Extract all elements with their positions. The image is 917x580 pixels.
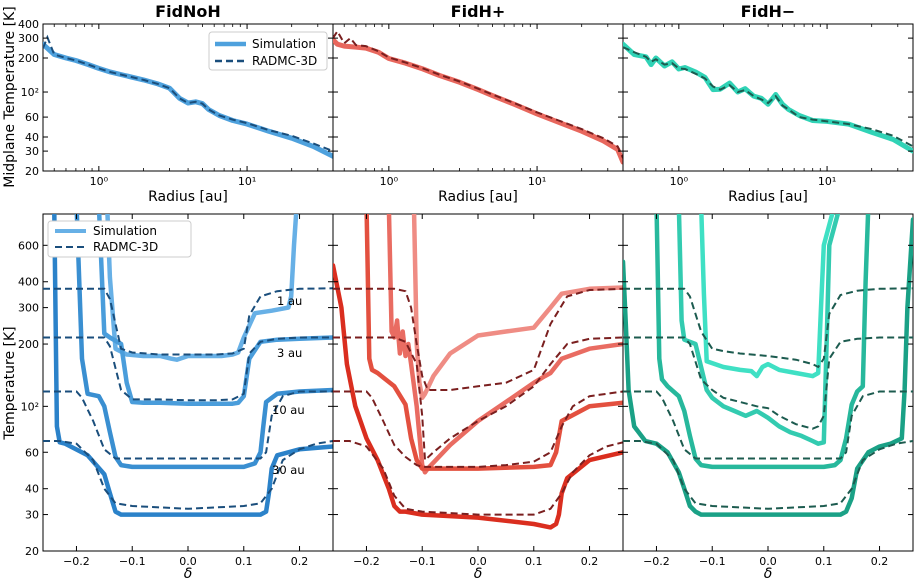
x-tick-label: 10⁰ [670,175,689,188]
series-radmc-3d-10-au [333,390,623,468]
y-tick-label: 200 [18,338,39,351]
series-radmc-3d-30-au [623,440,913,510]
series-simulation-3-au [96,214,333,406]
series-radmc-3d-30-au [333,440,623,516]
series-radmc-3d-1-au [623,287,913,369]
legend-top: Simulation RADMC-3D [208,31,328,71]
series-group [43,34,333,159]
series-simulation-10-au [364,214,623,471]
plot-frame [622,23,914,172]
x-tick-label: 0.1 [815,555,833,568]
series-simulation [333,37,623,165]
series-simulation-10-au [74,214,333,470]
series-simulation-30-au [333,263,623,530]
y-tick-label: 40 [25,483,39,496]
x-tick-label: −0.2 [63,555,90,568]
top-xlabel-fidhplus: Radius [au] [438,189,518,205]
bottom-ylabel: Temperature [K] [2,326,18,440]
y-tick-label: 40 [25,131,39,144]
top-xlabel-fidhminus: Radius [au] [728,189,808,205]
series-group [43,214,333,517]
x-tick-label: 0.1 [235,555,253,568]
panel-title-fidhplus: FidH+ [451,2,506,21]
panel-fidhminus-midplane: 10⁰ 10¹ [622,23,914,188]
y-tick-label: 60 [25,446,39,459]
plot-frame [332,213,624,552]
y-tick-label: 20 [25,545,39,558]
series-radmc-3d-3-au [333,336,623,463]
panel-fidhminus-vertical: −0.2 −0.1 0.0 0.1 0.2 [622,213,914,568]
x-tick-label: −0.1 [699,555,726,568]
x-tick-label: 0.1 [525,555,543,568]
series-radmc-3d-10-au [43,390,333,460]
y-tick-label: 300 [18,32,39,45]
x-tick-label: 10¹ [818,175,836,188]
series-simulation-30-au [52,214,333,517]
annotation-1au: 1 au [277,294,302,308]
y-tick-label: 30 [25,509,39,522]
series-radmc-3d-1-au [43,287,333,356]
y-tick-label: 60 [25,111,39,124]
series-simulation-10-au [654,214,871,470]
series-radmc-3d [43,34,333,153]
x-tick-label: −0.1 [119,555,146,568]
x-tick-label: 0.0 [469,555,487,568]
bottom-xlabel-fidnoh: δ [184,566,193,580]
series-radmc-3d-10-au [623,390,913,460]
y-tick-label: 600 [18,239,39,252]
plot-frame [42,213,334,552]
x-tick-label: 10¹ [238,175,256,188]
bottom-xlabel-fidhminus: δ [764,566,773,580]
y-tick-label: 30 [25,145,39,158]
series-radmc-3d [623,46,913,148]
x-tick-label: 0.0 [179,555,197,568]
legend-bottom-simulation: Simulation [93,224,157,238]
series-radmc-3d-1-au [333,287,623,391]
x-tick-label: 0.2 [871,555,889,568]
y-tick-label: 400 [18,276,39,289]
x-tick-label: 0.0 [759,555,777,568]
annotation-10au: 10 au [272,403,305,417]
annotation-3au: 3 au [277,346,302,360]
series-simulation-1-au [411,214,623,401]
y-tick-label: 20 [25,165,39,178]
series-simulation-1-au [105,214,299,362]
y-tick-label: 10² [21,86,39,99]
plot-frame [332,23,624,172]
x-tick-label: 0.2 [581,555,599,568]
bottom-xlabel-fidhplus: δ [474,566,483,580]
y-tick-label: 300 [18,302,39,315]
series-radmc-3d-30-au [43,440,333,510]
top-xlabel-fidnoh: Radius [au] [148,189,228,205]
panel-fidnoh-vertical: −0.2 −0.1 0.0 0.1 0.2 20 30 40 60 10² 200 300 400 600 [18,213,334,568]
x-tick-label: 10¹ [528,175,546,188]
y-tick-label: 400 [18,18,39,31]
series-group [333,29,623,165]
panel-fidhplus-vertical: −0.2 −0.1 0.0 0.1 0.2 [332,213,624,568]
series-simulation-3-au [676,214,841,446]
x-tick-label: −0.2 [643,555,670,568]
y-tick-label: 10² [21,400,39,413]
panel-title-fidhminus: FidH− [741,2,796,21]
series-group [623,41,913,154]
legend-bottom-radmc: RADMC-3D [93,240,158,254]
top-ylabel: Midplane Temperature [K] [2,6,18,187]
legend-bottom: Simulation RADMC-3D [47,220,192,258]
panel-fidhplus-midplane: 10⁰ 10¹ [332,23,624,188]
annotation-30au: 30 au [272,463,305,477]
y-tick-label: 200 [18,52,39,65]
series-radmc-3d-3-au [43,336,333,402]
x-tick-label: −0.1 [409,555,436,568]
x-tick-label: 10⁰ [90,175,109,188]
legend-top-simulation: Simulation [252,37,316,51]
series-group [333,214,623,530]
x-tick-label: 10⁰ [380,175,399,188]
panel-title-fidnoh: FidNoH [155,2,221,21]
series-simulation-1-au [699,214,835,379]
legend-top-radmc: RADMC-3D [252,54,317,68]
x-tick-label: −0.2 [353,555,380,568]
x-tick-label: 0.2 [291,555,309,568]
series-group [623,214,913,517]
